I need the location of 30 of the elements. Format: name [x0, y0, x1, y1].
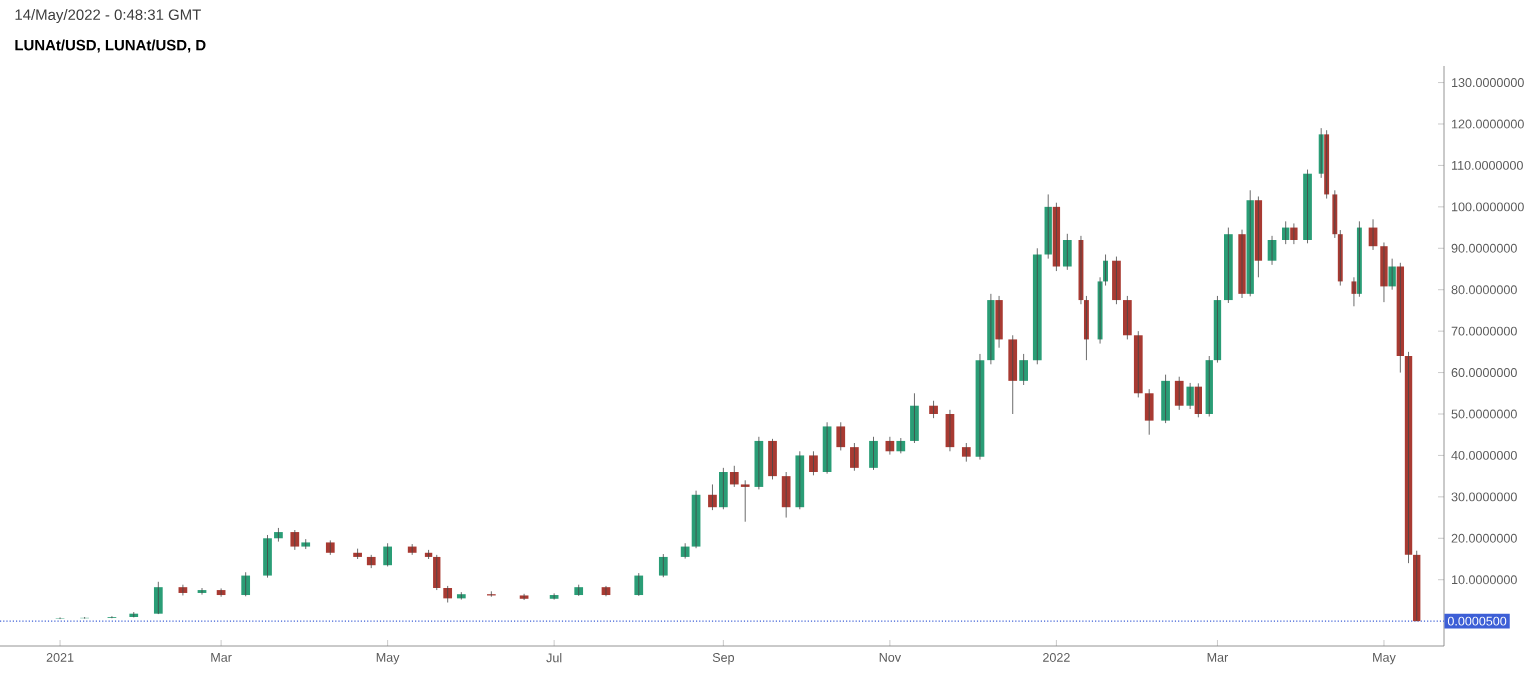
- candlestick: [836, 421, 846, 451]
- candlestick: [795, 450, 805, 510]
- candlestick: [1008, 334, 1018, 415]
- candlestick: [869, 436, 878, 471]
- candlestick: [910, 392, 919, 444]
- candlestick: [1032, 247, 1042, 365]
- candlestick: [809, 450, 818, 476]
- candlestick: [301, 538, 311, 550]
- candlestick: [850, 442, 859, 472]
- candlestick: [768, 438, 777, 480]
- candlestick: [574, 584, 584, 597]
- candlestick: [325, 539, 335, 556]
- candlestick: [658, 553, 668, 578]
- candlestick: [1144, 388, 1154, 436]
- candlestick: [153, 581, 163, 615]
- candlestick: [1112, 256, 1121, 305]
- candlestick: [263, 534, 272, 579]
- candlestick: [740, 479, 750, 523]
- candlestick: [961, 442, 971, 463]
- candlestick: [1161, 374, 1170, 424]
- candlestick: [1303, 169, 1312, 244]
- candlestick: [1062, 233, 1072, 271]
- candlestick: [1174, 376, 1184, 411]
- candlestick: [1123, 295, 1132, 340]
- candlestick: [1224, 227, 1233, 304]
- candlestick: [1019, 353, 1029, 386]
- candlestick: [1133, 330, 1143, 398]
- candlestick: [781, 471, 791, 518]
- candlestick: [719, 467, 728, 510]
- candlestick: [290, 529, 300, 551]
